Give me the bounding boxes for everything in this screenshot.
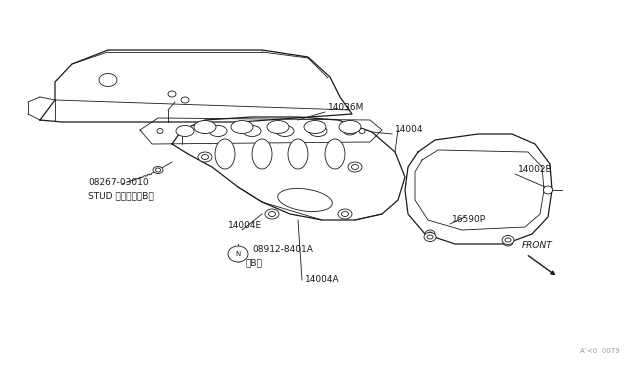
Ellipse shape [428,232,433,236]
Ellipse shape [202,154,209,160]
Ellipse shape [424,232,436,241]
Polygon shape [40,50,352,122]
Text: 14002B: 14002B [518,165,552,174]
Ellipse shape [339,121,361,134]
Ellipse shape [343,125,357,135]
Ellipse shape [309,125,327,137]
Text: 14036M: 14036M [328,103,364,112]
Polygon shape [140,118,382,144]
Text: （B）: （B） [245,258,262,267]
Text: 08912-8401A: 08912-8401A [252,245,313,254]
Ellipse shape [267,121,289,134]
Text: 14004E: 14004E [228,221,262,230]
Ellipse shape [168,91,176,97]
Ellipse shape [156,168,161,172]
Text: 14004A: 14004A [305,275,340,284]
Text: 14004: 14004 [395,125,424,134]
Ellipse shape [506,240,511,244]
Ellipse shape [99,74,117,87]
Ellipse shape [348,162,362,172]
Ellipse shape [228,246,248,262]
Ellipse shape [194,121,216,134]
Ellipse shape [338,209,352,219]
Ellipse shape [215,139,235,169]
Ellipse shape [157,128,163,134]
Ellipse shape [505,238,511,242]
Ellipse shape [502,235,514,244]
Ellipse shape [427,235,433,239]
Ellipse shape [153,167,163,173]
Ellipse shape [342,212,349,217]
Ellipse shape [288,139,308,169]
Text: FRONT: FRONT [522,241,553,250]
Ellipse shape [359,128,365,134]
Ellipse shape [243,125,261,137]
Ellipse shape [425,230,435,238]
Ellipse shape [231,121,253,134]
Ellipse shape [325,139,345,169]
Polygon shape [405,134,552,244]
Ellipse shape [278,189,332,212]
Ellipse shape [181,97,189,103]
Ellipse shape [351,164,358,170]
Ellipse shape [252,139,272,169]
Text: 16590P: 16590P [452,215,486,224]
Polygon shape [172,117,405,220]
Ellipse shape [265,209,279,219]
Ellipse shape [543,186,552,194]
Ellipse shape [176,125,194,137]
Ellipse shape [209,125,227,137]
Text: STUD スタッド（B）: STUD スタッド（B） [88,191,154,200]
Text: A’<0  0079: A’<0 0079 [580,348,620,354]
Ellipse shape [503,238,513,246]
Ellipse shape [304,121,326,134]
Ellipse shape [276,125,294,137]
Ellipse shape [198,152,212,162]
Text: N: N [236,251,241,257]
Ellipse shape [269,212,275,217]
Text: 08267-03010: 08267-03010 [88,178,148,187]
